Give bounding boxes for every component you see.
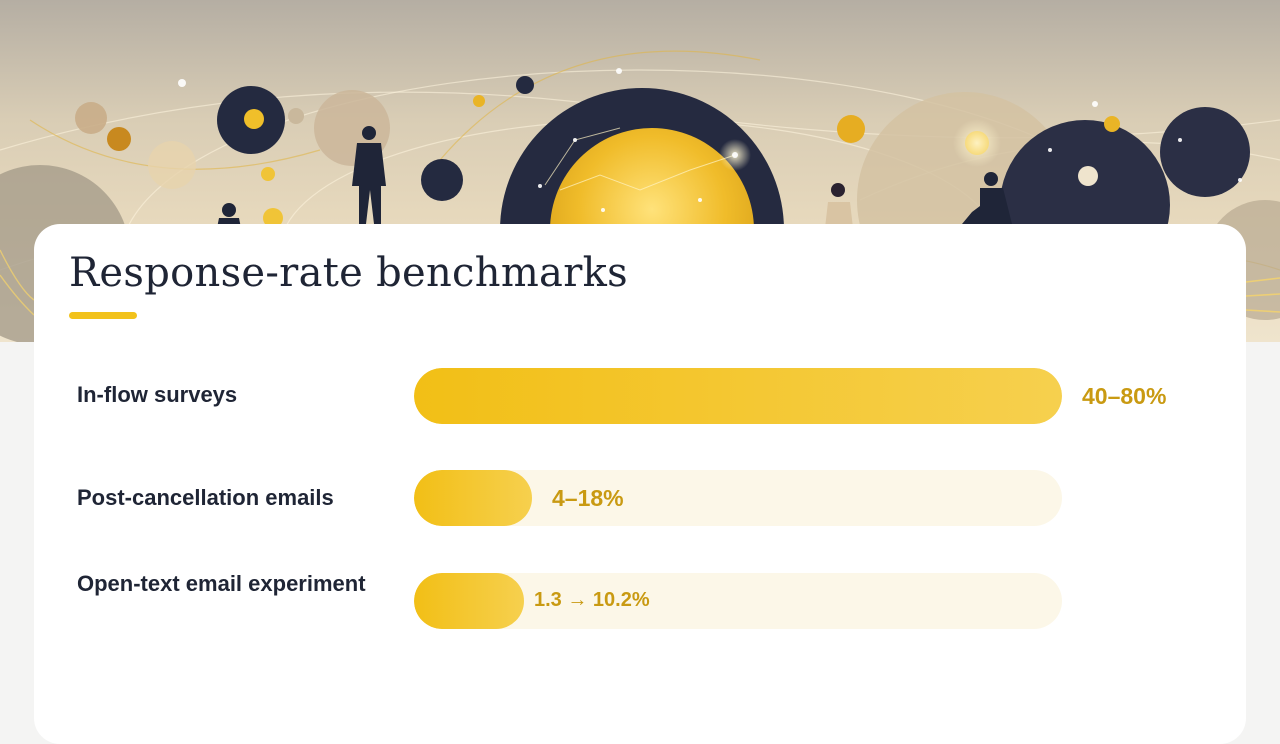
bar-fill [414,470,532,526]
bar-data-label: 1.3 → 10.2% [534,589,650,611]
slide-title: Response-rate benchmarks [69,250,628,296]
bar-category-label: In-flow surveys [77,382,238,407]
bar-data-label: 40–80% [1082,382,1167,409]
benchmark-card: Response-rate benchmarks In-flow surveys… [34,224,1246,744]
bar-fill [414,573,524,629]
title-accent-bar [69,312,137,319]
bar-track [414,573,1062,629]
bar-category-label: Post-cancellation emails [77,485,334,510]
bar-track [414,368,1062,424]
bar-category-label: Open-text email experiment [77,571,366,596]
bar-fill [414,368,1062,424]
bar-data-label: 4–18% [552,484,624,511]
bar-track [414,470,1062,526]
